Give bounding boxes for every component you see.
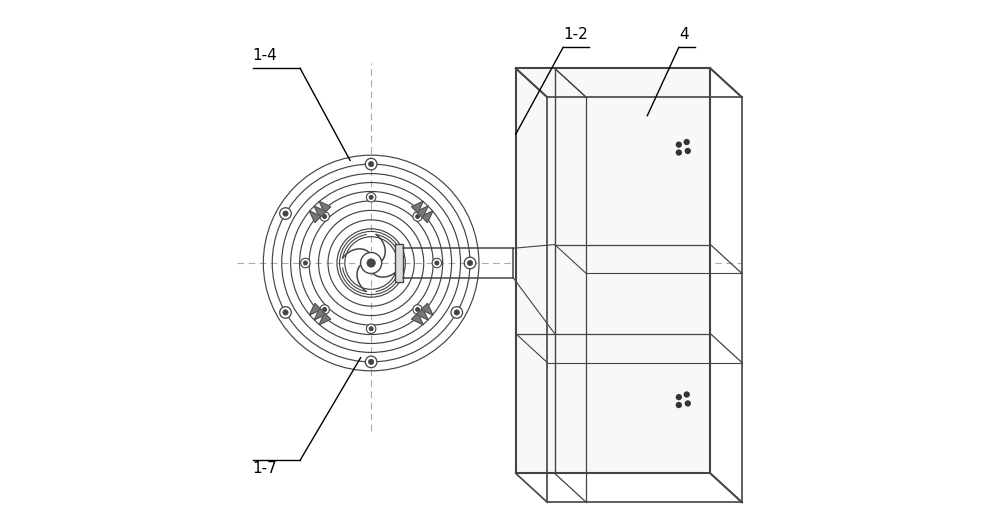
Circle shape xyxy=(685,400,691,407)
Text: 1-2: 1-2 xyxy=(563,27,588,42)
Circle shape xyxy=(365,158,377,170)
Circle shape xyxy=(366,193,376,202)
Polygon shape xyxy=(416,206,428,218)
Polygon shape xyxy=(412,313,423,325)
Circle shape xyxy=(432,258,442,268)
Circle shape xyxy=(303,261,307,265)
Circle shape xyxy=(368,359,374,365)
Polygon shape xyxy=(309,211,321,222)
Circle shape xyxy=(416,215,420,219)
Polygon shape xyxy=(412,201,423,213)
Circle shape xyxy=(320,305,329,314)
Circle shape xyxy=(685,148,691,154)
Text: 1-4: 1-4 xyxy=(253,48,278,63)
Polygon shape xyxy=(319,201,331,213)
Polygon shape xyxy=(319,313,331,325)
Circle shape xyxy=(280,208,291,219)
Polygon shape xyxy=(421,304,433,315)
Circle shape xyxy=(369,327,373,331)
Circle shape xyxy=(676,149,682,156)
Circle shape xyxy=(365,356,377,368)
Bar xyxy=(547,97,742,502)
Circle shape xyxy=(464,257,476,269)
Circle shape xyxy=(368,161,374,167)
Circle shape xyxy=(323,307,327,311)
Circle shape xyxy=(361,252,382,274)
Circle shape xyxy=(467,260,473,266)
Polygon shape xyxy=(416,308,428,320)
Circle shape xyxy=(320,212,329,221)
Polygon shape xyxy=(314,308,326,320)
Circle shape xyxy=(301,258,310,268)
Circle shape xyxy=(451,307,463,318)
Circle shape xyxy=(676,141,682,148)
Circle shape xyxy=(435,261,439,265)
Circle shape xyxy=(676,402,682,408)
Circle shape xyxy=(413,305,422,314)
Circle shape xyxy=(280,307,291,318)
Polygon shape xyxy=(421,211,433,222)
Polygon shape xyxy=(309,304,321,315)
Circle shape xyxy=(283,211,288,216)
Circle shape xyxy=(454,310,459,315)
Circle shape xyxy=(366,324,376,333)
Circle shape xyxy=(367,259,375,267)
Circle shape xyxy=(676,394,682,400)
Circle shape xyxy=(323,215,327,219)
Text: 1-7: 1-7 xyxy=(253,461,278,476)
Bar xyxy=(395,244,403,282)
Circle shape xyxy=(369,195,373,199)
Polygon shape xyxy=(314,206,326,218)
Bar xyxy=(516,68,710,473)
Circle shape xyxy=(684,139,690,145)
Circle shape xyxy=(283,310,288,315)
Circle shape xyxy=(416,307,420,311)
Circle shape xyxy=(684,391,690,398)
Circle shape xyxy=(413,212,422,221)
Text: 4: 4 xyxy=(679,27,688,42)
